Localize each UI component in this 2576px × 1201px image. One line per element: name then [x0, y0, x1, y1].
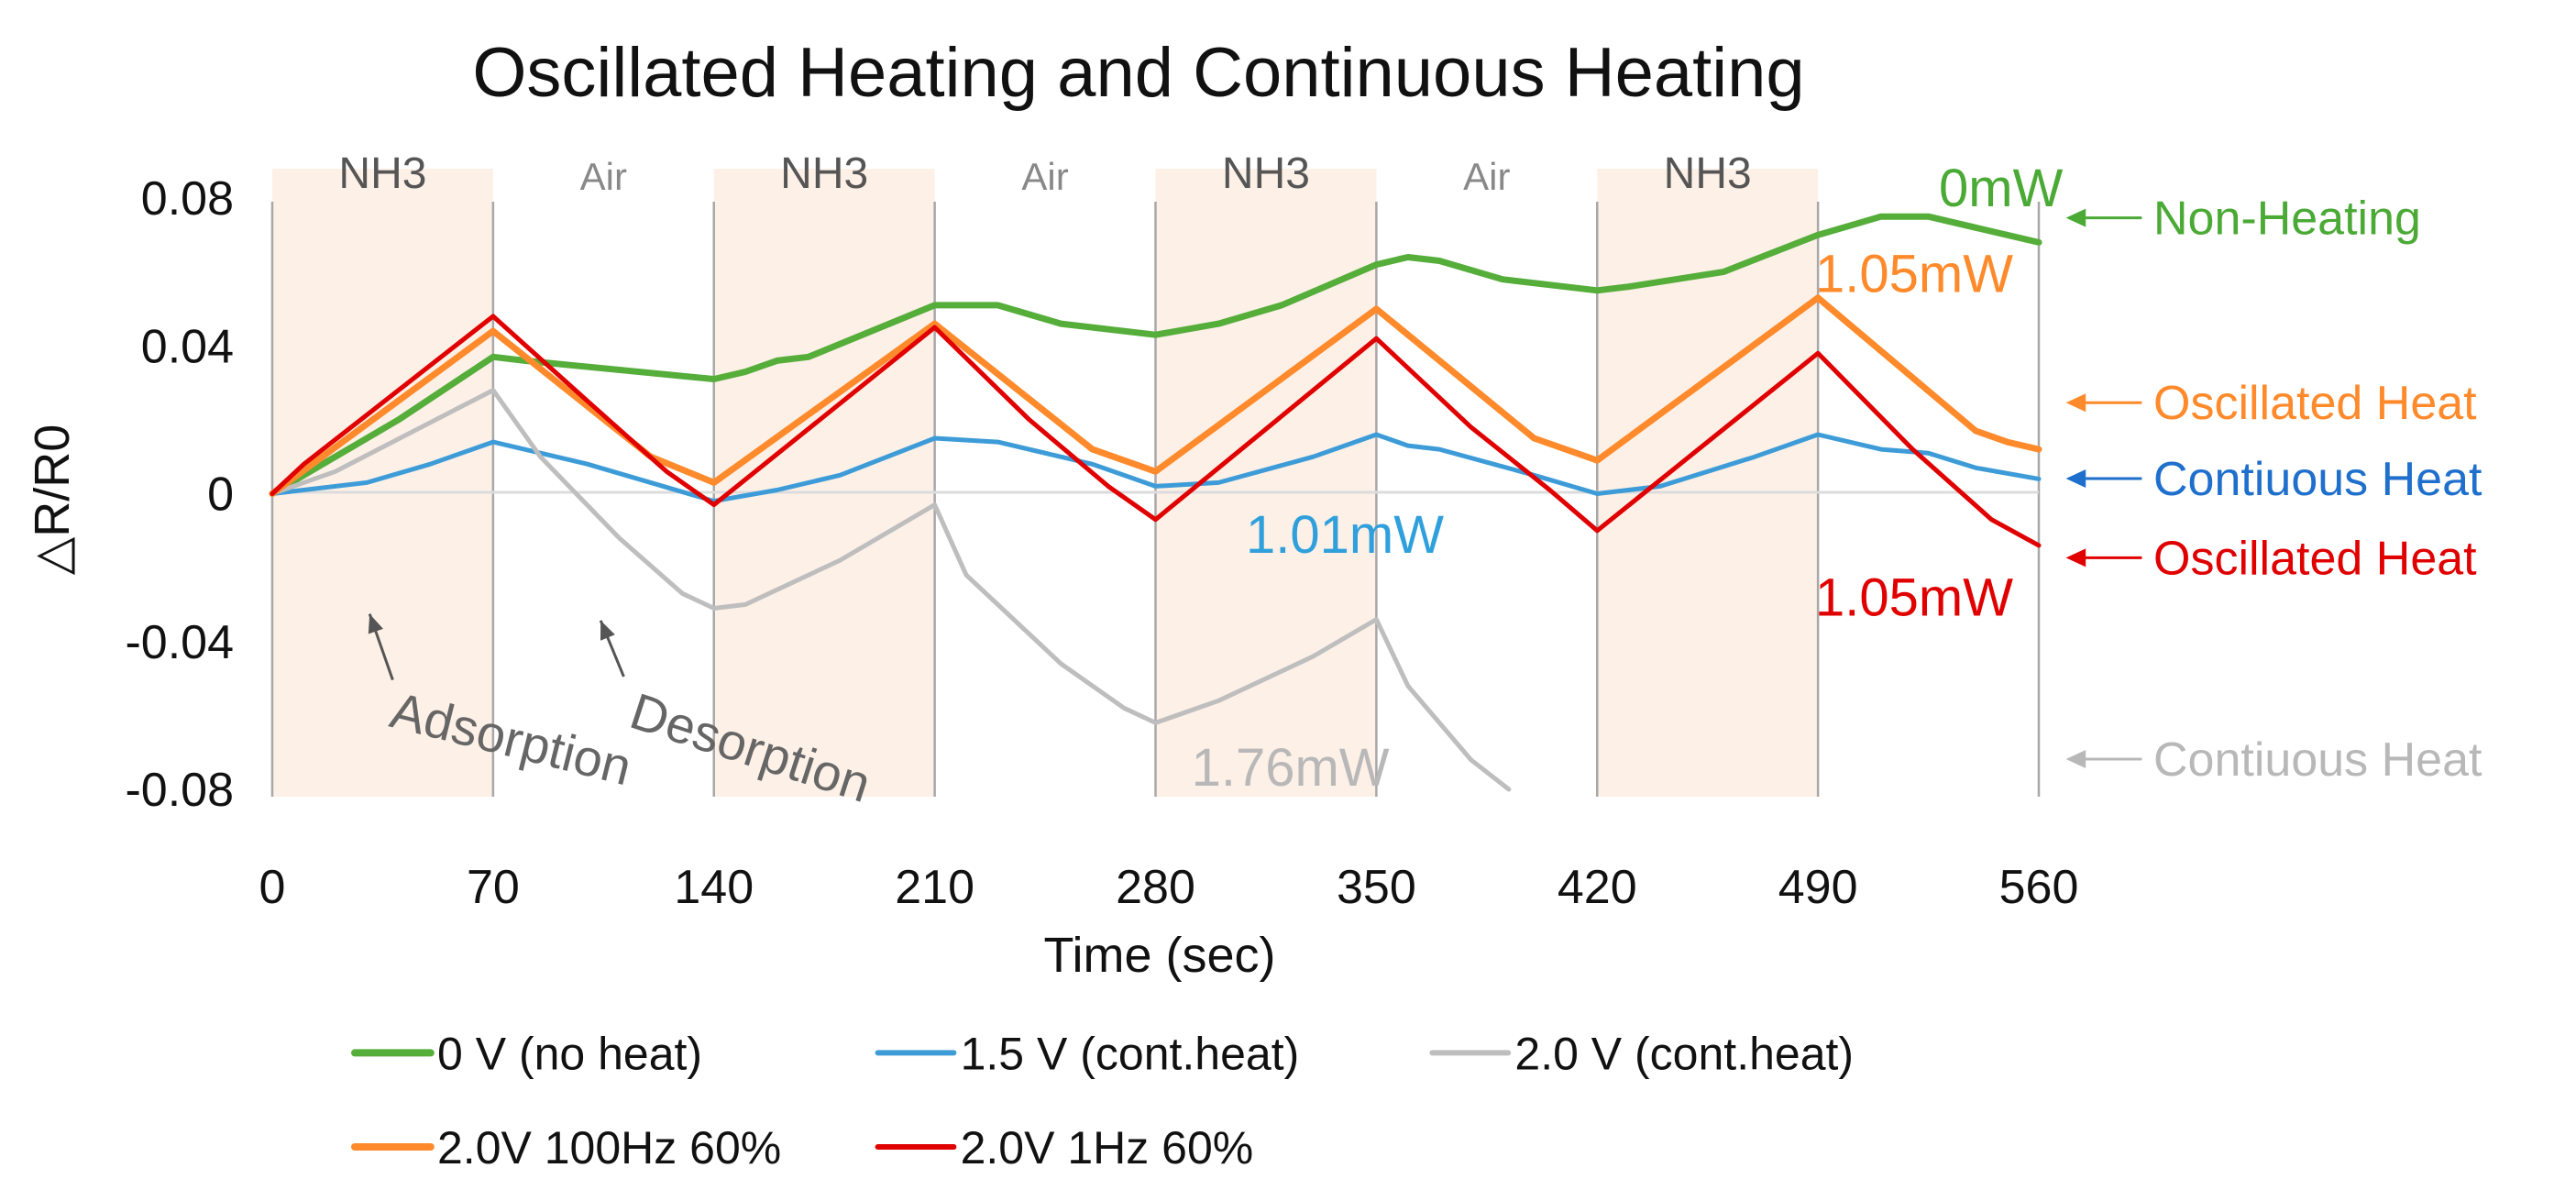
- period-label: NH3: [1222, 149, 1310, 198]
- period-labels: NH3 Air NH3 Air NH3 Air NH3: [338, 149, 1751, 198]
- arrow-head-icon: [2065, 548, 2086, 567]
- legend: 0 V (no heat) 1.5 V (cont.heat) 2.0 V (con…: [351, 1028, 1854, 1173]
- x-tick-label: 350: [1337, 861, 1416, 914]
- x-tick-label: 210: [895, 861, 974, 914]
- y-axis-label: △R/R0: [25, 424, 80, 576]
- period-label: Air: [1021, 155, 1068, 198]
- period-bands: [272, 169, 1819, 797]
- legend-item: 2.0V 100Hz 60%: [351, 1122, 781, 1173]
- legend-label: 0 V (no heat): [437, 1028, 702, 1079]
- legend-item: 2.0V 1Hz 60%: [875, 1122, 1254, 1173]
- series-line-0-v-no-heat-: [269, 213, 2042, 497]
- x-tick-label: 280: [1116, 861, 1195, 914]
- y-tick-label: 0.08: [141, 172, 234, 226]
- chart-title: Oscillated Heating and Continuous Heatin…: [472, 34, 1804, 112]
- series-line-2-0v-100hz-60-: [269, 294, 2042, 497]
- arrow-head-icon: [2065, 208, 2086, 227]
- arrow-head-icon: [2065, 393, 2086, 413]
- period-label: Air: [1463, 155, 1510, 198]
- x-tick-label: 140: [674, 861, 754, 914]
- period-label: NH3: [780, 149, 868, 198]
- x-axis-label: Time (sec): [1044, 928, 1276, 983]
- series-callout: Non-Heating: [2153, 193, 2421, 246]
- y-tick-label: -0.08: [125, 764, 234, 817]
- series-callout: Contiuous Heat: [2153, 733, 2482, 787]
- y-tick-label: 0: [207, 468, 234, 522]
- legend-label: 1.5 V (cont.heat): [961, 1028, 1300, 1079]
- x-tick-label: 560: [1999, 861, 2079, 914]
- series-line-2-0-v-cont-heat-: [270, 388, 1512, 792]
- period-label: Air: [580, 155, 627, 198]
- arrow-head-icon: [2065, 750, 2086, 768]
- power-label: 1.01mW: [1246, 505, 1444, 565]
- arrow-head-icon: [600, 620, 615, 641]
- power-label: 1.76mW: [1192, 738, 1390, 798]
- legend-label: 2.0V 1Hz 60%: [961, 1122, 1254, 1173]
- legend-label: 2.0 V (cont.heat): [1514, 1028, 1854, 1079]
- series-callout: Oscillated Heat: [2153, 377, 2477, 430]
- power-label: 1.05mW: [1815, 245, 2013, 304]
- legend-item: 2.0 V (cont.heat): [1429, 1028, 1854, 1079]
- period-label: NH3: [338, 149, 426, 198]
- y-tick-label: 0.04: [141, 320, 234, 373]
- x-tick-label: 0: [259, 861, 286, 914]
- series-line-1-5-v-cont-heat-: [270, 432, 2042, 504]
- x-tick-label: 70: [467, 861, 520, 914]
- legend-label: 2.0V 100Hz 60%: [437, 1122, 781, 1173]
- nh3-band: [713, 169, 935, 797]
- series-lines: [269, 213, 2042, 792]
- x-tick-label: 420: [1558, 861, 1637, 914]
- power-label: 1.05mW: [1815, 567, 2013, 627]
- period-label: NH3: [1664, 149, 1752, 198]
- series-callout: Oscillated Heat: [2153, 532, 2477, 585]
- legend-item: 1.5 V (cont.heat): [875, 1028, 1300, 1079]
- x-tick-label: 490: [1778, 861, 1858, 914]
- legend-item: 0 V (no heat): [351, 1028, 702, 1079]
- x-axis-ticks: 0 70 140 210 280 350 420 490 560: [259, 861, 2079, 914]
- arrow-head-icon: [2065, 469, 2086, 488]
- power-label: 0mW: [1939, 159, 2064, 218]
- nh3-band: [1597, 169, 1819, 797]
- y-axis-ticks: 0.08 0.04 0 -0.04 -0.08: [125, 172, 234, 817]
- arrow-head-icon: [368, 613, 383, 634]
- series-callout: Contiuous Heat: [2153, 453, 2482, 506]
- y-tick-label: -0.04: [125, 616, 234, 669]
- series-line-2-0v-1hz-60-: [270, 314, 2042, 548]
